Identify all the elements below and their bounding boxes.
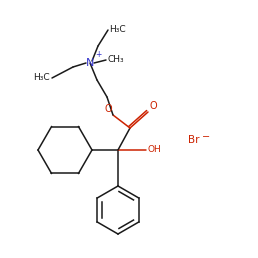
Text: +: + [95,50,101,59]
Text: CH₃: CH₃ [108,55,125,64]
Text: Br: Br [188,135,199,145]
Text: OH: OH [148,146,162,155]
Text: H₃C: H₃C [33,74,50,83]
Text: H₃C: H₃C [109,26,126,35]
Text: O: O [149,101,157,111]
Text: O: O [104,104,112,114]
Text: N: N [86,58,94,68]
Text: −: − [202,132,210,142]
